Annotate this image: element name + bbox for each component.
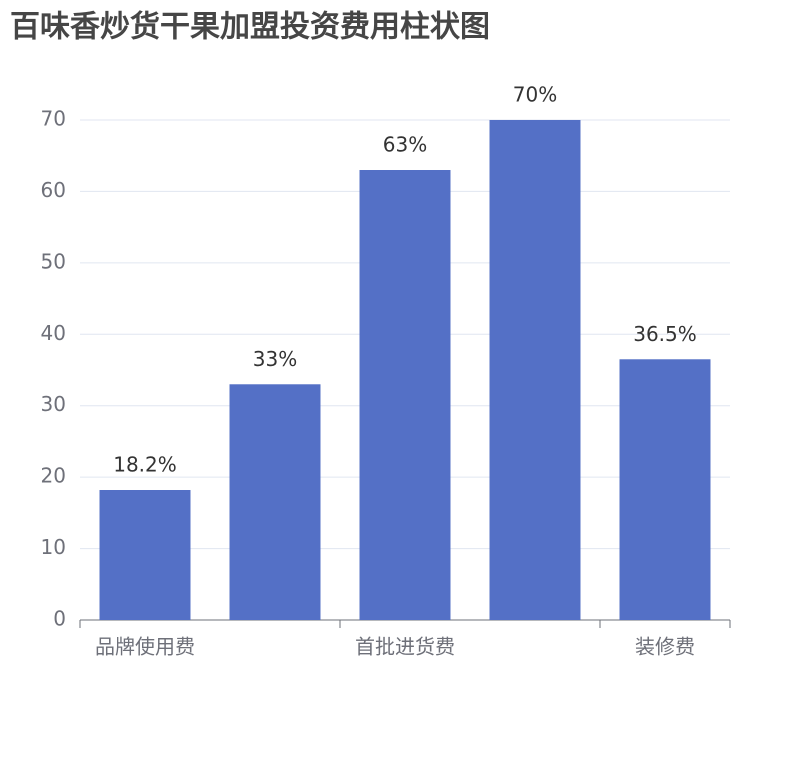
chart-title: 百味香炒货干果加盟投资费用柱状图 bbox=[10, 10, 490, 45]
bar bbox=[489, 120, 581, 620]
x-tick-label: 装修费 bbox=[635, 635, 695, 659]
y-tick-label: 40 bbox=[41, 321, 66, 345]
value-label: 70% bbox=[513, 83, 557, 107]
y-tick-label: 60 bbox=[41, 178, 66, 202]
bar bbox=[359, 170, 451, 620]
value-label: 36.5% bbox=[633, 322, 697, 346]
bar bbox=[229, 384, 321, 620]
value-label: 33% bbox=[253, 347, 297, 371]
y-tick-label: 0 bbox=[53, 607, 66, 631]
value-label: 18.2% bbox=[113, 453, 177, 477]
value-label: 63% bbox=[383, 133, 427, 157]
y-tick-label: 50 bbox=[41, 249, 66, 273]
y-tick-label: 20 bbox=[41, 464, 66, 488]
x-tick-label: 首批进货费 bbox=[355, 635, 455, 659]
y-tick-label: 70 bbox=[41, 107, 66, 131]
y-tick-label: 30 bbox=[41, 392, 66, 416]
y-tick-label: 10 bbox=[41, 535, 66, 559]
x-tick-label: 品牌使用费 bbox=[95, 635, 195, 659]
bar bbox=[619, 359, 711, 620]
bar bbox=[99, 490, 191, 620]
